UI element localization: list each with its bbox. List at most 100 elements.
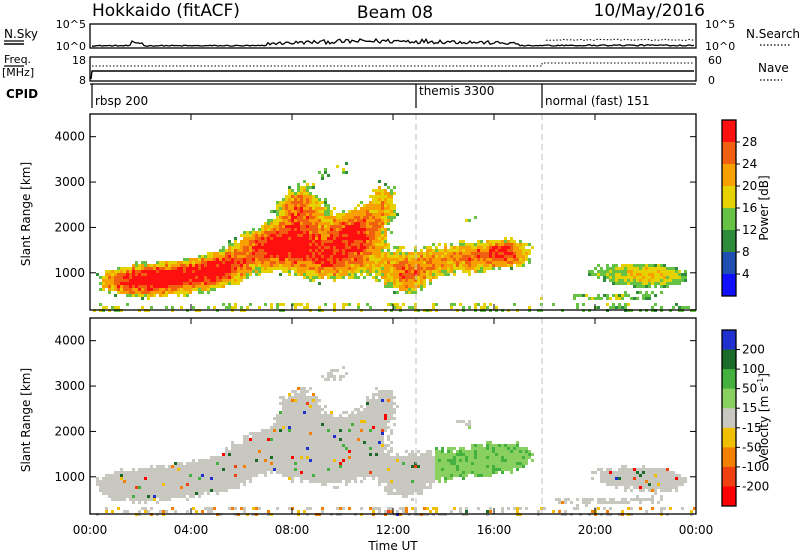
power-cell (363, 249, 366, 252)
power-cell (318, 249, 321, 252)
power-cell (231, 249, 234, 252)
velocity-cell (375, 417, 378, 420)
velocity-cell (264, 429, 267, 432)
velocity-cell (297, 429, 300, 432)
power-cell (210, 282, 213, 285)
velocity-cell (408, 486, 411, 489)
power-cell (351, 267, 354, 270)
velocity-cell (408, 474, 411, 477)
power-cell (276, 264, 279, 267)
power-cell (297, 237, 300, 240)
velocity-cell (288, 450, 291, 453)
power-cell (597, 273, 600, 276)
power-cell (270, 249, 273, 252)
velocity-cell (318, 417, 321, 420)
velocity-cell (279, 429, 282, 432)
power-cell (393, 210, 396, 213)
velocity-cell (180, 480, 183, 483)
power-cell (336, 273, 339, 276)
power-cell (336, 246, 339, 249)
power-cell (351, 222, 354, 225)
power-cell (633, 282, 636, 285)
velocity-cell (225, 477, 228, 480)
velocity-cell (405, 489, 408, 492)
power-cell (282, 234, 285, 237)
velocity-cell (198, 462, 201, 465)
power-cell (354, 213, 357, 216)
velocity-cell (399, 483, 402, 486)
power-cell (336, 237, 339, 240)
power-cell (492, 249, 495, 252)
velocity-cell (342, 459, 345, 462)
power-cell (624, 264, 627, 267)
power-cell (381, 258, 384, 261)
velocity-cell (327, 474, 330, 477)
velocity-cell (315, 477, 318, 480)
power-cell (396, 291, 399, 294)
power-cell (501, 249, 504, 252)
power-cell (336, 267, 339, 270)
velocity-cell (237, 444, 240, 447)
power-cell (366, 240, 369, 243)
velocity-cell (240, 471, 243, 474)
power-cell (498, 255, 501, 258)
power-cell (243, 237, 246, 240)
velocity-cell (255, 465, 258, 468)
power-cell (636, 264, 639, 267)
velocity-cell (366, 435, 369, 438)
power-cell (303, 276, 306, 279)
power-cell (129, 273, 132, 276)
power-cell (246, 234, 249, 237)
velocity-cell (123, 486, 126, 489)
velocity-cell (333, 468, 336, 471)
velocity-cell (276, 432, 279, 435)
power-cell (648, 285, 651, 288)
velocity-cell (264, 435, 267, 438)
power-cell (129, 294, 132, 297)
velocity-cell (342, 507, 345, 510)
velocity-cell (447, 468, 450, 471)
power-cell (396, 246, 399, 249)
power-cell (417, 270, 420, 273)
velocity-cell (216, 477, 219, 480)
velocity-cell (390, 399, 393, 402)
velocity-cell (168, 465, 171, 468)
velocity-cell (474, 468, 477, 471)
velocity-cell (312, 414, 315, 417)
velocity-cell (348, 459, 351, 462)
velocity-cell (363, 423, 366, 426)
velocity-cell (249, 456, 252, 459)
velocity-cell (369, 459, 372, 462)
power-cell (612, 273, 615, 276)
power-cell (171, 285, 174, 288)
power-cell (369, 207, 372, 210)
power-cell (378, 267, 381, 270)
power-cell (630, 297, 633, 300)
velocity-cell (303, 411, 306, 414)
power-cell (360, 231, 363, 234)
velocity-cell (306, 465, 309, 468)
power-cell (429, 255, 432, 258)
velocity-cell (363, 447, 366, 450)
power-cell (441, 258, 444, 261)
power-cell (120, 291, 123, 294)
power-cell (384, 270, 387, 273)
velocity-cell (300, 477, 303, 480)
power-cell (681, 276, 684, 279)
power-cell (372, 252, 375, 255)
power-cell (123, 276, 126, 279)
velocity-cell (375, 423, 378, 426)
power-cell (405, 279, 408, 282)
power-cell (645, 294, 648, 297)
velocity-cell (318, 444, 321, 447)
velocity-cell (207, 489, 210, 492)
velocity-cell (267, 438, 270, 441)
power-cell (204, 273, 207, 276)
velocity-cell (357, 456, 360, 459)
power-cell (321, 252, 324, 255)
velocity-cell (276, 423, 279, 426)
power-cell (483, 306, 486, 309)
power-cell (483, 270, 486, 273)
velocity-cell (147, 483, 150, 486)
velocity-cell (330, 426, 333, 429)
